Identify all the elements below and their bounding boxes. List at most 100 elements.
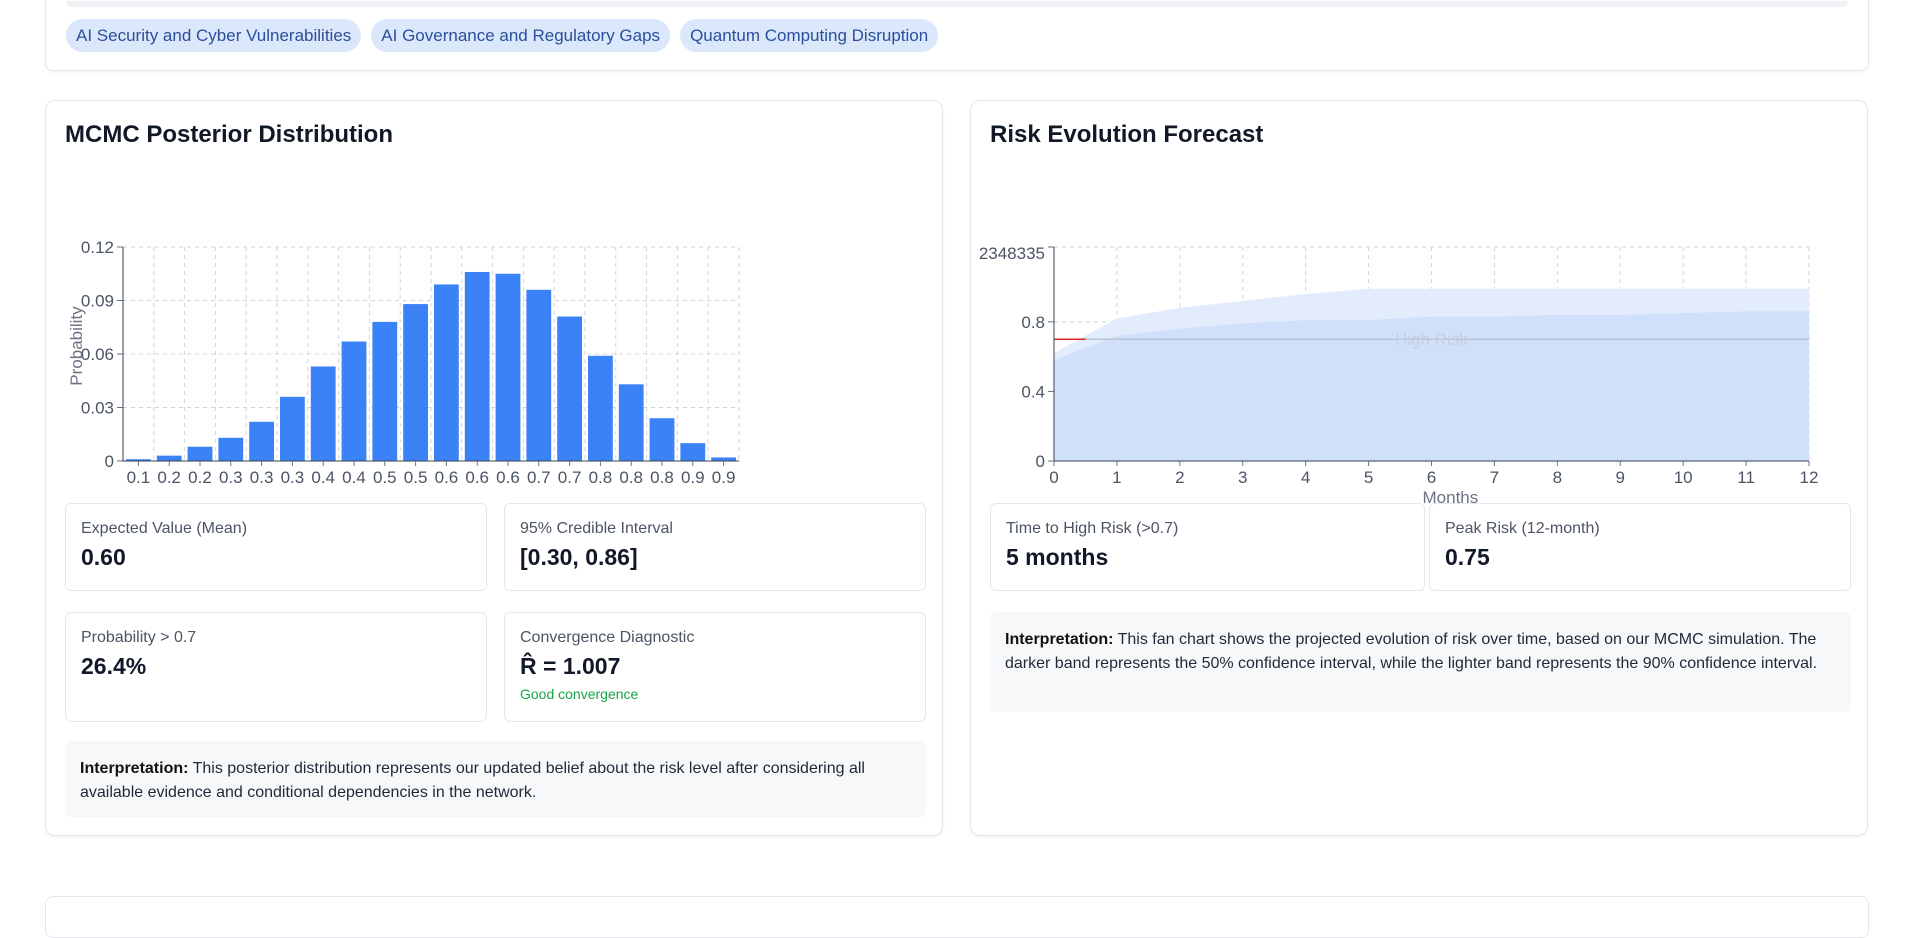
x-tick-label: 0.1 bbox=[127, 468, 151, 487]
histogram-bar bbox=[372, 321, 398, 461]
x-tick-label: 12 bbox=[1800, 468, 1819, 487]
interpretation-text: This fan chart shows the projected evolu… bbox=[1005, 631, 1818, 672]
x-tick-label: 0.4 bbox=[311, 468, 335, 487]
y-tick-label: 0.06 bbox=[81, 345, 114, 364]
x-tick-label: 2 bbox=[1175, 468, 1184, 487]
stat-value: 26.4% bbox=[81, 653, 147, 679]
interpretation-label: Interpretation: bbox=[80, 760, 189, 777]
x-tick-label: 0.7 bbox=[527, 468, 551, 487]
stat-label: 95% Credible Interval bbox=[520, 520, 673, 537]
risk-tag[interactable]: AI Governance and Regulatory Gaps bbox=[371, 19, 671, 52]
interpretation-label: Interpretation: bbox=[1005, 631, 1114, 648]
x-tick-label: 0.5 bbox=[404, 468, 428, 487]
stat-label: Expected Value (Mean) bbox=[81, 520, 248, 537]
histogram-bar bbox=[434, 284, 459, 461]
histogram-bar bbox=[649, 418, 675, 461]
x-tick-label: 0.7 bbox=[558, 468, 582, 487]
x-tick-label: 0.6 bbox=[496, 468, 520, 487]
y-tick-label: 0.4 bbox=[1021, 382, 1045, 401]
histogram-bar bbox=[464, 271, 490, 461]
forecast-interpretation: Interpretation: This fan chart shows the… bbox=[990, 612, 1851, 712]
risk-tag[interactable]: Quantum Computing Disruption bbox=[680, 19, 939, 52]
stat-value: R̂ = 1.007 bbox=[520, 653, 621, 679]
histogram-bar bbox=[249, 421, 274, 461]
x-tick-label: 7 bbox=[1490, 468, 1499, 487]
search-bar-edge bbox=[66, 1, 1848, 7]
histogram-bar bbox=[341, 341, 367, 461]
y-axis-label: Probability bbox=[67, 306, 86, 386]
x-tick-label: 8 bbox=[1553, 468, 1562, 487]
next-section-card bbox=[45, 896, 1869, 938]
x-tick-label: 0.6 bbox=[465, 468, 489, 487]
stat-label: Probability > 0.7 bbox=[81, 629, 197, 646]
posterior-title: MCMC Posterior Distribution bbox=[65, 121, 393, 148]
x-tick-label: 0.3 bbox=[250, 468, 274, 487]
x-tick-label: 0.8 bbox=[589, 468, 613, 487]
x-tick-label: 0.6 bbox=[435, 468, 459, 487]
y-tick-label: 0.8 bbox=[1021, 313, 1045, 332]
stat-value: 0.75 bbox=[1445, 544, 1490, 570]
x-tick-label: 0.3 bbox=[281, 468, 305, 487]
stat-peak-risk: Peak Risk (12-month) 0.75 bbox=[1429, 503, 1851, 591]
x-tick-label: 0.9 bbox=[681, 468, 705, 487]
posterior-histogram: 0 0.03 0.06 0.09 0.12 0.1 0.2 0.2 0.3 0.3 0.3 0.4 0.… bbox=[67, 238, 740, 487]
confidence-band-50pct bbox=[1054, 311, 1809, 461]
interpretation-text: This posterior distribution represents o… bbox=[80, 760, 865, 801]
x-tick-label: 0.9 bbox=[712, 468, 736, 487]
x-tick-label: 0.5 bbox=[373, 468, 397, 487]
x-axis-label: Months bbox=[1423, 488, 1479, 506]
histogram-bar bbox=[711, 457, 736, 461]
histogram-bar bbox=[403, 304, 428, 461]
stat-label: Time to High Risk (>0.7) bbox=[1006, 520, 1179, 537]
histogram-bar bbox=[156, 455, 182, 461]
stat-probability: Probability > 0.7 26.4% bbox=[65, 612, 487, 722]
histogram-bar bbox=[588, 355, 613, 461]
histogram-bar bbox=[218, 437, 244, 461]
stat-time-to-high-risk: Time to High Risk (>0.7) 5 months bbox=[990, 503, 1425, 591]
histogram-bar bbox=[126, 459, 151, 461]
risk-tag[interactable]: AI Security and Cyber Vulnerabilities bbox=[66, 19, 362, 52]
x-tick-label: 4 bbox=[1301, 468, 1310, 487]
histogram-bar bbox=[618, 384, 644, 461]
x-tick-label: 6 bbox=[1427, 468, 1436, 487]
convergence-status: Good convergence bbox=[520, 686, 639, 702]
histogram-bar bbox=[280, 396, 305, 461]
histogram-bar bbox=[680, 443, 706, 461]
histogram-bar bbox=[557, 316, 582, 461]
stat-mean: Expected Value (Mean) 0.60 bbox=[65, 503, 487, 591]
x-tick-label: 0 bbox=[1049, 468, 1058, 487]
y-tick-label: 0 bbox=[1036, 452, 1045, 471]
stat-credible-interval: 95% Credible Interval [0.30, 0.86] bbox=[504, 503, 926, 591]
y-tick-label: 0.09 bbox=[81, 292, 114, 311]
y-tick-label: 0 bbox=[105, 452, 114, 471]
stat-value: 5 months bbox=[1006, 544, 1109, 570]
posterior-interpretation: Interpretation: This posterior distribut… bbox=[65, 741, 926, 817]
histogram-bar bbox=[187, 446, 213, 461]
x-tick-label: 0.8 bbox=[650, 468, 674, 487]
x-tick-label: 10 bbox=[1674, 468, 1693, 487]
histogram-bar bbox=[495, 273, 521, 461]
histogram-bar bbox=[310, 366, 336, 461]
stat-value: [0.30, 0.86] bbox=[520, 544, 638, 570]
x-tick-label: 5 bbox=[1364, 468, 1373, 487]
histogram-bar bbox=[526, 289, 552, 461]
forecast-card: Risk Evolution Forecast High Risk 0 0.4 0.8… bbox=[970, 100, 1868, 836]
stat-value: 0.60 bbox=[81, 544, 126, 570]
high-risk-label: High Risk bbox=[1395, 330, 1468, 349]
x-tick-label: 0.4 bbox=[342, 468, 366, 487]
x-tick-label: 9 bbox=[1616, 468, 1625, 487]
x-tick-label: 3 bbox=[1238, 468, 1247, 487]
x-tick-label: 0.3 bbox=[219, 468, 243, 487]
x-tick-label: 0.2 bbox=[157, 468, 181, 487]
stat-label: Peak Risk (12-month) bbox=[1445, 520, 1600, 537]
x-tick-label: 0.8 bbox=[619, 468, 643, 487]
posterior-card: MCMC Posterior Distribution 0 0.03 0.06 0.0… bbox=[45, 100, 943, 836]
stat-label: Convergence Diagnostic bbox=[520, 629, 695, 646]
risk-tag-list: AI Security and Cyber Vulnerabilities AI… bbox=[66, 19, 939, 52]
risk-tags-card: AI Security and Cyber Vulnerabilities AI… bbox=[45, 0, 1869, 71]
y-tick-label: 0.12 bbox=[81, 238, 114, 257]
y-tick-label: 0.03 bbox=[81, 399, 114, 418]
x-tick-label: 0.2 bbox=[188, 468, 212, 487]
x-tick-label: 1 bbox=[1112, 468, 1121, 487]
